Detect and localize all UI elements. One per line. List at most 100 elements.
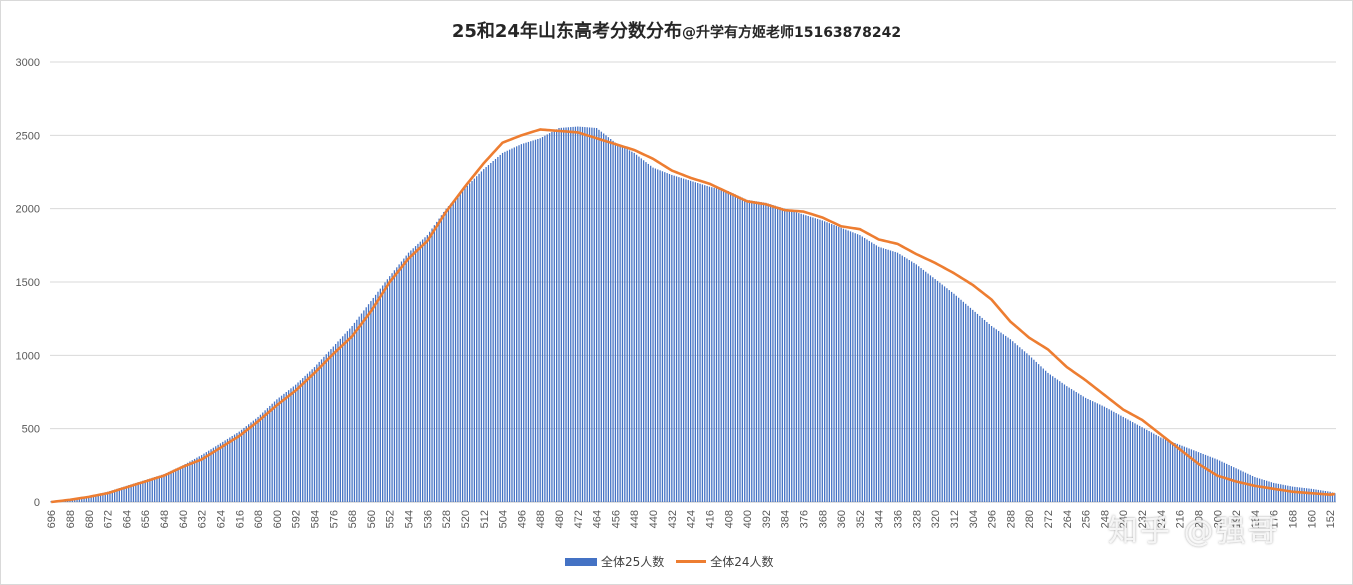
x-tick-label: 304 [968, 510, 980, 528]
bar-score-539 [419, 241, 421, 503]
bar-score-306 [967, 305, 969, 502]
bar-score-287 [1012, 341, 1014, 502]
bar-score-263 [1068, 387, 1070, 502]
bar-score-450 [628, 150, 631, 502]
bar-score-456 [614, 142, 617, 503]
bar-score-360 [840, 227, 842, 503]
bar-score-588 [304, 375, 306, 502]
bar-score-392 [765, 202, 767, 503]
bar-score-444 [642, 160, 645, 502]
bar-score-424 [690, 180, 692, 503]
bar-score-272 [1047, 372, 1049, 502]
bar-score-405 [734, 194, 736, 502]
bar-score-534 [431, 228, 433, 502]
bar-score-421 [697, 183, 699, 502]
bar-score-362 [835, 225, 838, 502]
bar-score-334 [901, 255, 903, 502]
bar-score-521 [461, 190, 464, 502]
chart-title: 25和24年山东高考分数分布@升学有方姬老师15163878242 [0, 17, 1353, 43]
bar-score-614 [243, 427, 245, 502]
bar-score-187 [1247, 473, 1249, 502]
bar-score-284 [1019, 347, 1021, 502]
bar-score-152 [1329, 491, 1331, 502]
bar-score-564 [360, 313, 363, 502]
bar-score-480 [558, 128, 560, 502]
bar-score-316 [943, 286, 946, 502]
bar-score-178 [1268, 481, 1270, 502]
bar-score-636 [191, 460, 193, 502]
bar-score-681 [85, 496, 88, 502]
bar-score-613 [245, 426, 247, 502]
bar-score-426 [685, 179, 687, 502]
bar-score-151 [1331, 492, 1334, 502]
x-tick-label: 568 [347, 510, 359, 528]
bar-score-447 [635, 154, 638, 502]
x-tick-label: 248 [1099, 510, 1111, 528]
bar-score-225 [1157, 436, 1160, 502]
bar-score-299 [983, 319, 986, 502]
bar-score-385 [781, 207, 783, 502]
x-tick-label: 288 [1005, 510, 1017, 528]
bar-score-318 [939, 282, 941, 502]
bar-score-354 [854, 233, 856, 503]
bar-score-165 [1298, 487, 1301, 502]
bar-score-535 [429, 231, 431, 502]
bar-score-205 [1204, 454, 1207, 502]
bar-score-673 [104, 492, 106, 502]
bar-score-312 [953, 293, 955, 502]
bar-score-236 [1131, 422, 1134, 502]
bar-score-235 [1134, 423, 1136, 502]
bar-score-566 [356, 319, 358, 502]
bar-score-383 [786, 209, 788, 502]
bar-score-520 [464, 188, 466, 502]
bar-score-402 [741, 197, 744, 503]
bar-score-190 [1240, 470, 1242, 502]
x-tick-label: 408 [723, 510, 735, 528]
x-tick-label: 480 [554, 510, 566, 528]
bar-score-411 [720, 189, 722, 503]
bar-score-206 [1202, 453, 1204, 502]
bar-score-406 [732, 193, 734, 502]
x-tick-label: 632 [197, 510, 209, 528]
bar-score-662 [130, 484, 132, 502]
bar-score-552 [389, 276, 391, 502]
bar-score-640 [182, 465, 184, 502]
bar-score-341 [885, 249, 887, 502]
x-tick-label: 200 [1212, 510, 1224, 528]
bar-score-413 [715, 188, 718, 502]
bar-score-549 [396, 267, 398, 502]
x-tick-label: 584 [309, 510, 321, 528]
x-tick-label: 216 [1175, 510, 1187, 528]
bar-score-267 [1059, 381, 1061, 502]
x-axis-ticks: 696 688 680 672 664 656 648 640 632 624 616 608 600 5… [46, 510, 1337, 528]
bar-score-409 [725, 190, 727, 502]
bar-score-269 [1054, 377, 1056, 502]
bar-score-445 [640, 158, 642, 502]
bar-score-393 [762, 202, 765, 502]
x-tick-label: 224 [1156, 510, 1168, 528]
bar-score-197 [1223, 462, 1225, 502]
x-tick-label: 512 [479, 510, 491, 528]
bar-score-652 [153, 477, 156, 502]
bar-score-570 [346, 331, 349, 502]
bar-score-550 [393, 270, 396, 502]
bar-score-430 [675, 176, 678, 502]
bar-score-653 [151, 477, 153, 502]
bar-score-256 [1084, 397, 1087, 502]
bar-score-485 [546, 134, 548, 503]
bar-score-670 [111, 490, 113, 502]
bar-score-389 [772, 205, 774, 502]
bar-score-290 [1005, 335, 1007, 502]
bar-score-645 [170, 470, 172, 502]
bar-score-273 [1045, 370, 1047, 502]
bar-score-610 [252, 420, 255, 502]
bar-score-484 [548, 133, 551, 502]
bar-score-632 [200, 455, 203, 502]
bar-score-315 [946, 288, 948, 502]
bar-score-492 [530, 141, 532, 502]
bar-score-185 [1251, 475, 1254, 502]
bar-score-679 [90, 495, 92, 502]
x-tick-label: 664 [121, 510, 133, 528]
bar-score-288 [1009, 339, 1012, 502]
bar-score-478 [563, 127, 565, 502]
